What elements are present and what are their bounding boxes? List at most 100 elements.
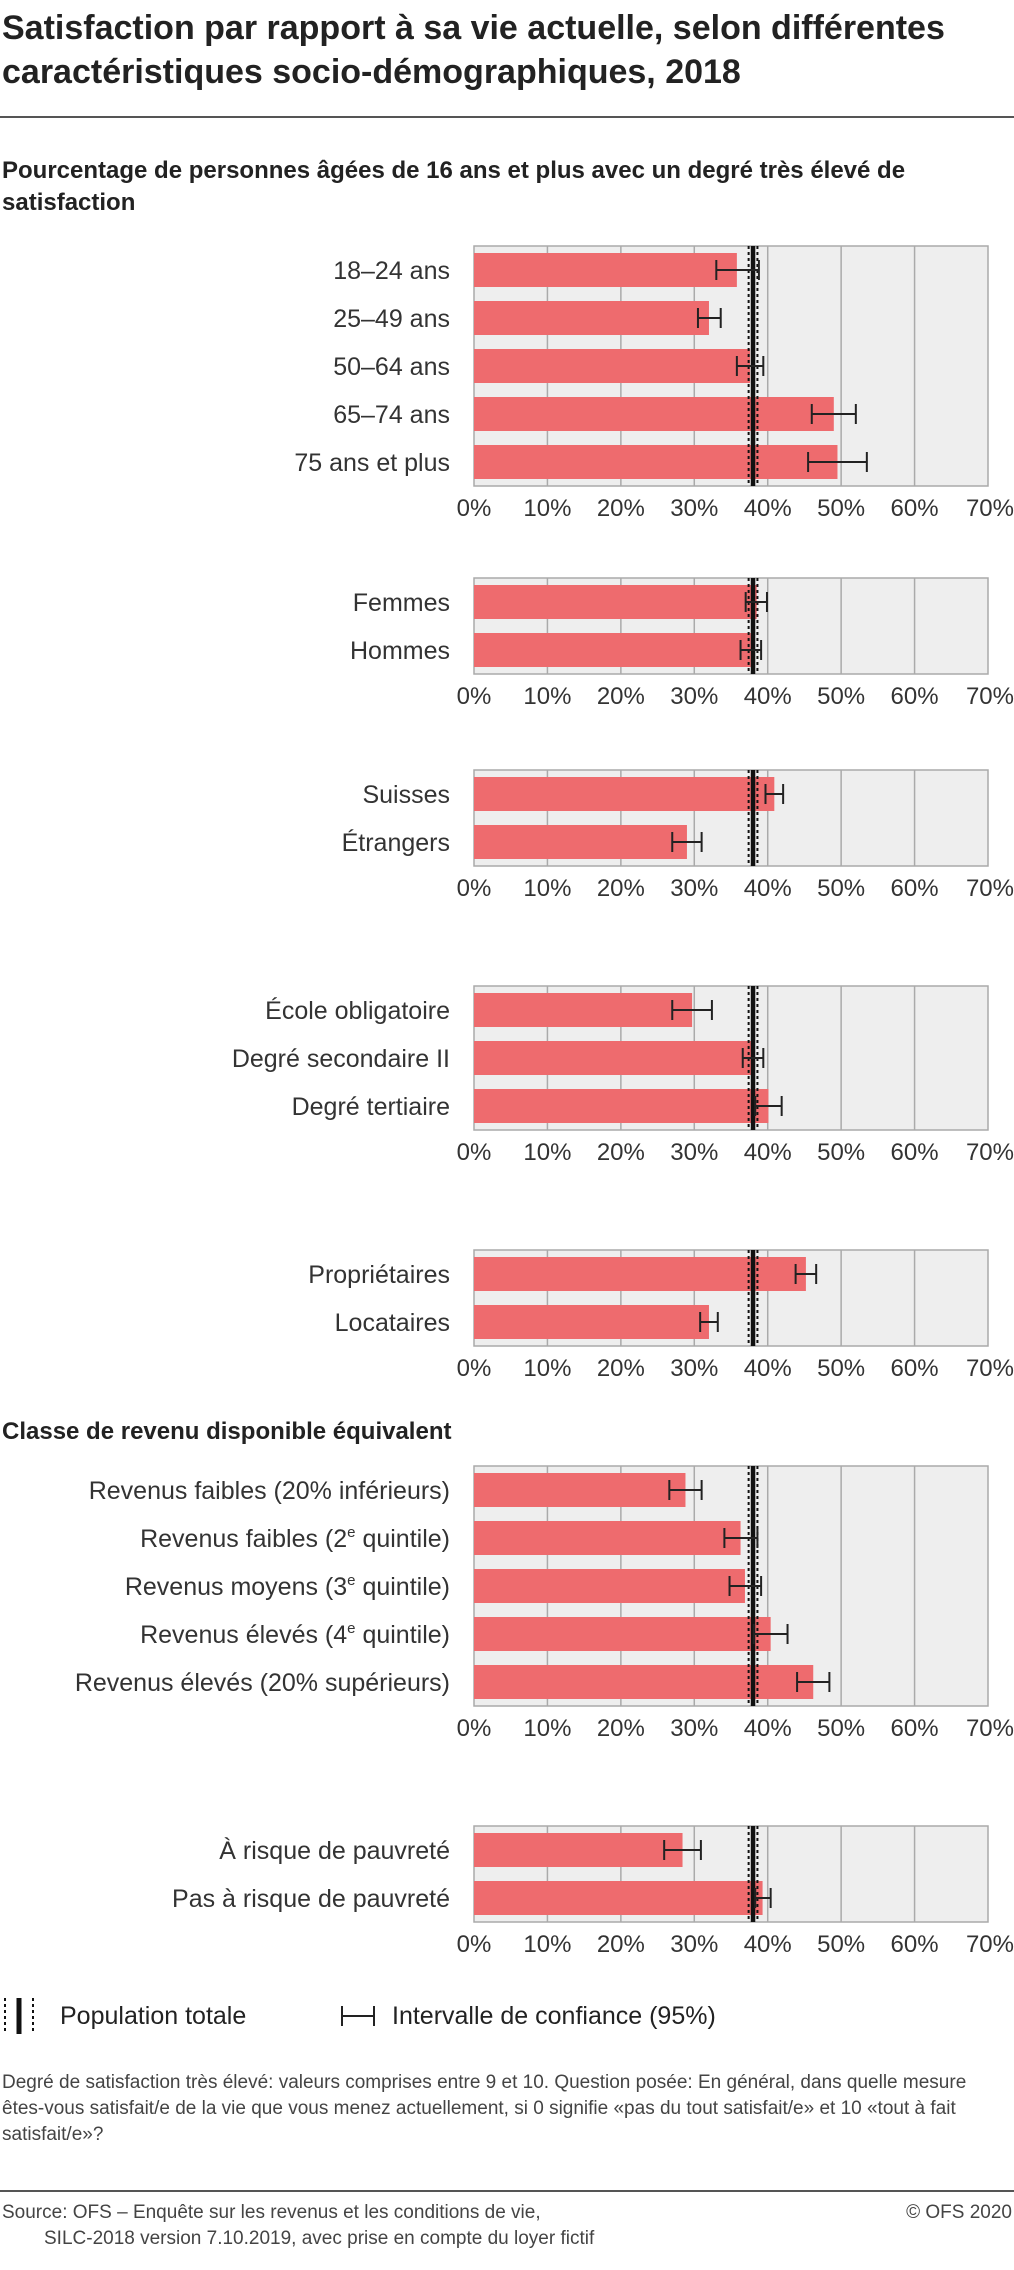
category-label: Revenus faibles (2e quintile) (140, 1524, 450, 1553)
x-tick-label: 30% (670, 495, 718, 522)
x-tick-label: 30% (670, 683, 718, 710)
error-bar (715, 260, 760, 280)
x-tick-label: 40% (744, 1931, 792, 1958)
x-tick-label: 70% (966, 1139, 1014, 1166)
copyright: © OFS 2020 (906, 2202, 1012, 2223)
total-population-legend-label: Population totale (60, 2002, 247, 2030)
category-label: Revenus élevés (4e quintile) (140, 1620, 450, 1649)
bar-chart: 18–24 ans 25–49 ans 50–64 ans 65–74 ans 75 a… (75, 245, 1014, 1958)
title-divider (0, 116, 1014, 118)
x-tick-label: 40% (744, 1139, 792, 1166)
x-tick-label: 70% (966, 683, 1014, 710)
chart-subtitle: Pourcentage de personnes âgées de 16 ans… (2, 157, 906, 216)
category-label: 65–74 ans (333, 401, 450, 429)
x-tick-label: 70% (966, 1715, 1014, 1742)
x-tick-label: 60% (891, 1139, 939, 1166)
bar (474, 1569, 745, 1603)
x-tick-label: 40% (744, 495, 792, 522)
category-label: 50–64 ans (333, 353, 450, 381)
total-population-legend-icon (4, 1998, 34, 2034)
x-tick-label: 30% (670, 1931, 718, 1958)
bar (474, 777, 775, 811)
bar (474, 1665, 814, 1699)
x-tick-label: 70% (966, 1355, 1014, 1382)
x-tick-label: 10% (523, 1139, 571, 1166)
x-tick-label: 30% (670, 1355, 718, 1382)
error-bar (723, 1528, 759, 1548)
error-bar (807, 452, 868, 472)
x-tick-label: 20% (597, 875, 645, 902)
x-tick-label: 0% (457, 683, 492, 710)
category-label: Degré secondaire II (232, 1045, 450, 1073)
chart-panel: 18–24 ans 25–49 ans 50–64 ans 65–74 ans 75 a… (294, 245, 1014, 522)
error-bar (744, 592, 768, 612)
error-bar (739, 640, 763, 660)
x-tick-label: 30% (670, 1139, 718, 1166)
category-label: Revenus élevés (20% supérieurs) (75, 1669, 450, 1697)
confidence-interval-legend-label: Intervalle de confiance (95%) (392, 2002, 716, 2030)
x-tick-label: 60% (891, 1931, 939, 1958)
x-tick-label: 10% (523, 1931, 571, 1958)
category-label: À risque de pauvreté (219, 1836, 450, 1865)
bar (474, 825, 687, 859)
x-tick-label: 10% (523, 1715, 571, 1742)
x-tick-label: 60% (891, 875, 939, 902)
chart-panel: À risque de pauvreté Pas à risque de pauv… (172, 1825, 1014, 1958)
x-tick-label: 0% (457, 1715, 492, 1742)
x-tick-label: 50% (817, 1139, 865, 1166)
category-label: Hommes (350, 637, 450, 665)
error-bar (696, 308, 722, 328)
category-label: Suisses (362, 781, 450, 809)
error-bar (794, 1264, 818, 1284)
chart-panel: Suisses Étrangers 0% 10% 20% 30% 40% 50% 60% 70% (342, 769, 1014, 902)
x-tick-label: 20% (597, 1139, 645, 1166)
category-label: Locataires (335, 1309, 450, 1337)
error-bar (754, 1096, 783, 1116)
x-tick-label: 60% (891, 1355, 939, 1382)
x-tick-label: 50% (817, 495, 865, 522)
bar (474, 1257, 806, 1291)
x-tick-label: 40% (744, 1355, 792, 1382)
source-line-2: SILC-2018 version 7.10.2019, avec prise … (44, 2228, 595, 2249)
x-tick-label: 0% (457, 495, 492, 522)
bar (474, 1833, 683, 1867)
x-tick-label: 20% (597, 1715, 645, 1742)
error-bar (741, 1048, 765, 1068)
bar (474, 1881, 763, 1915)
bar (474, 585, 757, 619)
x-tick-label: 10% (523, 1355, 571, 1382)
x-tick-label: 20% (597, 495, 645, 522)
source-line-1: Source: OFS – Enquête sur les revenus et… (2, 2202, 541, 2223)
x-tick-label: 50% (817, 1715, 865, 1742)
error-bar (728, 1576, 763, 1596)
x-tick-label: 50% (817, 875, 865, 902)
category-label: École obligatoire (265, 996, 450, 1025)
category-label: 25–49 ans (333, 305, 450, 333)
category-label: Degré tertiaire (292, 1093, 450, 1121)
bar (474, 1617, 771, 1651)
error-bar (699, 1312, 719, 1332)
bar (474, 253, 737, 287)
bar (474, 349, 751, 383)
x-tick-label: 30% (670, 1715, 718, 1742)
x-tick-label: 20% (597, 1931, 645, 1958)
x-tick-label: 40% (744, 683, 792, 710)
x-tick-label: 10% (523, 495, 571, 522)
chart-panel: École obligatoire Degré secondaire II Degr… (232, 985, 1014, 1166)
x-tick-label: 70% (966, 1931, 1014, 1958)
x-tick-label: 20% (597, 683, 645, 710)
x-tick-label: 10% (523, 683, 571, 710)
error-bar (796, 1672, 831, 1692)
x-tick-label: 50% (817, 1355, 865, 1382)
error-bar (764, 784, 785, 804)
bar (474, 1089, 769, 1123)
error-bar (663, 1840, 702, 1860)
confidence-interval-legend-icon (341, 2006, 375, 2026)
bar (474, 633, 751, 667)
legend: Population totale Intervalle de confianc… (0, 1996, 1014, 2040)
category-label: 75 ans et plus (294, 449, 450, 477)
error-bar (810, 404, 857, 424)
footnote: Degré de satisfaction très élevé: valeur… (2, 2072, 967, 2145)
category-label: Femmes (353, 589, 450, 617)
bar (474, 1521, 741, 1555)
